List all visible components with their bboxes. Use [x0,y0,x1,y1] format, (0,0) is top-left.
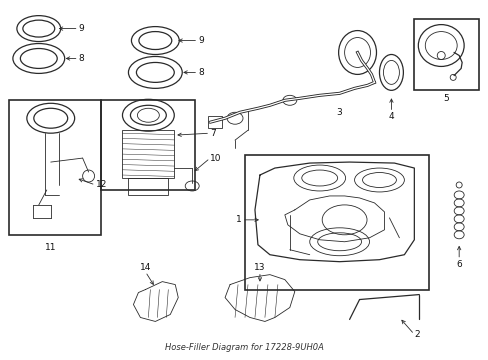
Text: 14: 14 [140,263,151,272]
Text: 7: 7 [210,129,215,138]
Text: 3: 3 [336,108,342,117]
Bar [9,100,101,235]
Text: 11: 11 [45,243,57,252]
Text: 8: 8 [198,68,203,77]
Bar [122,130,174,178]
Bar [101,100,195,190]
Text: 12: 12 [95,180,107,189]
Text: 9: 9 [79,24,84,33]
Text: 9: 9 [198,36,203,45]
Text: 13: 13 [254,263,265,272]
Bar [413,19,478,90]
Text: 8: 8 [79,54,84,63]
Text: 1: 1 [236,215,242,224]
Bar [208,116,222,128]
Text: 2: 2 [413,330,419,339]
Text: 6: 6 [455,260,461,269]
Text: 5: 5 [443,94,448,103]
Text: 10: 10 [210,154,221,163]
Bar [128,178,168,195]
Text: 4: 4 [388,112,393,121]
Text: Hose-Filler Diagram for 17228-9UH0A: Hose-Filler Diagram for 17228-9UH0A [165,343,323,352]
Bar [244,155,428,289]
